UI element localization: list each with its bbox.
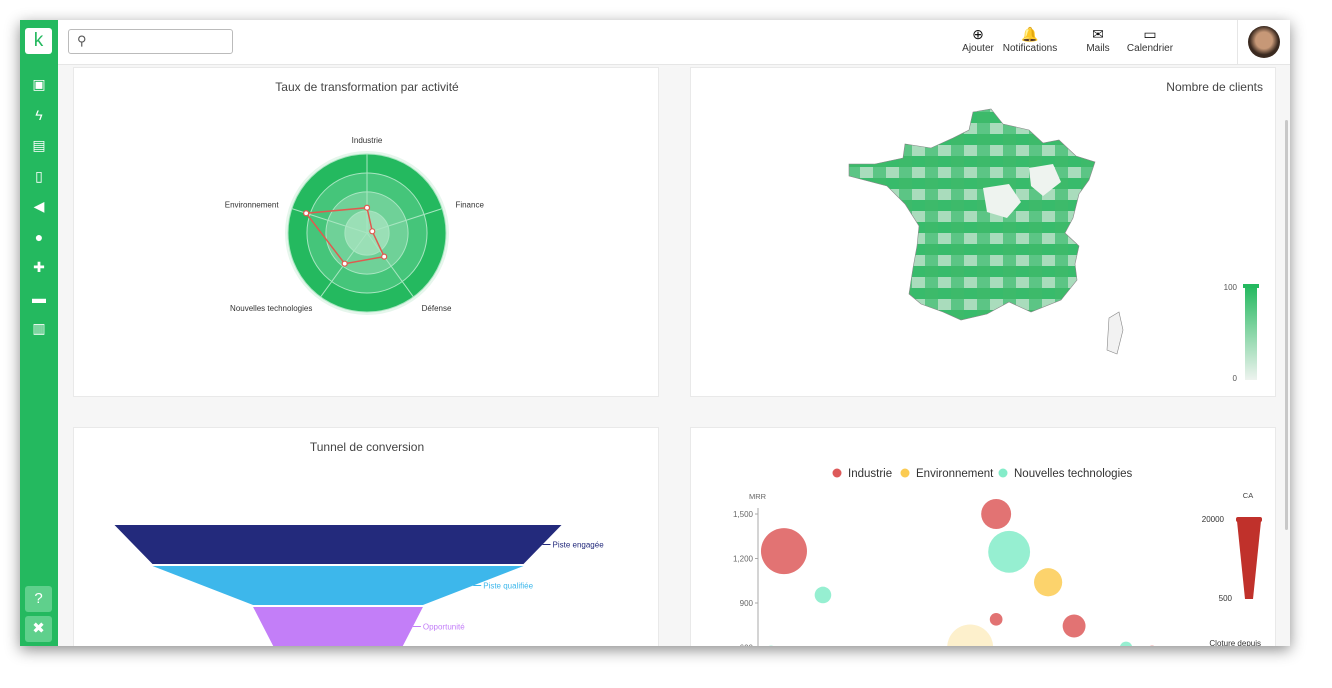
funnel-segment[interactable] [253,607,423,646]
action-label: Calendrier [1126,43,1174,54]
action-label: Ajouter [962,43,994,54]
y-tick-label: 900 [740,599,754,608]
size-legend-title: CA [1243,491,1253,500]
legend-marker[interactable] [998,468,1008,478]
app-logo[interactable]: k [25,28,52,54]
y-axis-title: MRR [749,492,767,501]
size-legend-bar[interactable] [1237,521,1261,599]
map-legend-max: 100 [1224,283,1238,292]
bubble-point[interactable] [1119,641,1133,646]
radar-title: Taux de transformation par activité [275,80,459,94]
radar-card: Taux de transformation par activité Indu… [73,67,659,397]
bubble-point[interactable] [981,499,1012,529]
bell-icon: 🔔 [1021,26,1039,42]
search-input[interactable]: ⚲ [68,29,233,54]
bubble-point[interactable] [814,586,832,604]
puzzle-icon[interactable]: ✚ [33,259,45,275]
radar-point[interactable] [369,228,376,235]
stats-icon[interactable]: ▥ [32,320,46,336]
plus-circle-icon: ⊕ [972,26,984,42]
x-axis-title: Cloture depuis [1209,639,1261,646]
top-bar: ⚲ ⊕ Ajouter 🔔 Notifications ✉ Mails ▭ Calendrie… [58,20,1290,65]
bubble-point[interactable] [989,612,1003,626]
briefcase-icon[interactable]: ▬ [32,289,46,306]
bubble-point[interactable] [1034,568,1063,597]
y-tick-label: 600 [740,644,754,647]
france-map: 100 0 [848,108,1259,383]
map-corsica[interactable] [1106,311,1124,355]
legend-label[interactable]: Nouvelles technologies [1014,468,1133,480]
avatar[interactable] [1248,26,1280,58]
bubble-point[interactable] [947,624,994,647]
legend-label[interactable]: Industrie [848,468,892,480]
bubble-chart: Industrie Environnement Nouvelles technolo… [733,468,1262,647]
lightning-icon[interactable]: ϟ [35,106,43,123]
map-title: Nombre de clients [1166,80,1263,94]
map-region[interactable] [1029,164,1061,196]
calendrier-button[interactable]: ▭ Calendrier [1115,26,1185,54]
bubble-card: Industrie Environnement Nouvelles technolo… [690,427,1276,646]
map-legend-handle[interactable] [1243,284,1259,288]
size-legend-min: 500 [1219,594,1233,603]
mails-button[interactable]: ✉ Mails [1063,26,1133,54]
radar-series-line [304,206,386,265]
radar-point[interactable] [341,260,348,267]
radar-indicator-label: Environnement [225,200,280,209]
contacts-icon[interactable]: ▣ [32,76,46,92]
calendar-icon: ▭ [1143,26,1157,42]
action-label: Notifications [1002,43,1058,54]
map-card: Nombre de clients 100 0 [690,67,1276,397]
map-region[interactable] [983,184,1021,218]
funnel-card: Tunnel de conversion Piste engagée Piste … [73,427,659,646]
bubble-point[interactable] [1062,614,1086,638]
app-window: k ▣ ϟ ▤ ▯ ◀ ● ✚ ▬ ▥? ✖ ⚲ ⊕ Ajouter 🔔 Notifications ✉ M… [20,20,1290,646]
radar-indicator-label: Nouvelles technologies [230,304,312,313]
radar-chart: Industrie Finance Défense Nouvelles technol… [225,136,484,315]
notifications-button[interactable]: 🔔 Notifications [995,26,1065,54]
search-icon: ⚲ [77,33,87,48]
help-icon[interactable]: ? [25,586,52,612]
funnel-label: Piste engagée [553,541,605,550]
mail-icon: ✉ [1092,26,1104,42]
funnel-segment[interactable] [114,525,562,564]
funnel-label: Opportunité [423,623,465,632]
invoice-icon[interactable]: ▯ [35,167,43,184]
y-tick-label: 1,200 [733,555,754,564]
radar-indicator-label: Industrie [352,136,383,145]
radar-axis [366,232,414,298]
map-mainland[interactable] [848,108,1096,321]
funnel-label: Piste qualifiée [483,582,533,591]
support-icon[interactable]: ● [34,228,44,245]
sidebar: k ▣ ϟ ▤ ▯ ◀ ● ✚ ▬ ▥? ✖ [20,20,58,646]
radar-point[interactable] [363,204,371,211]
funnel-title: Tunnel de conversion [309,440,425,454]
map-legend-min: 0 [1233,374,1238,383]
ajouter-button[interactable]: ⊕ Ajouter [943,26,1013,54]
money-icon[interactable]: ▤ [32,137,46,153]
radar-point[interactable] [303,210,310,217]
legend-marker[interactable] [900,468,910,478]
funnel-segment[interactable] [152,566,524,605]
bubble-point[interactable] [760,528,807,575]
legend-marker[interactable] [832,468,842,478]
tools-icon[interactable]: ✖ [25,616,52,642]
radar-axis [366,208,443,234]
action-label: Mails [1086,43,1110,54]
divider [1237,20,1238,65]
legend-label[interactable]: Environnement [916,468,994,480]
megaphone-icon[interactable]: ◀ [33,198,45,214]
radar-indicator-label: Défense [422,304,452,313]
size-legend-max: 20000 [1202,515,1225,524]
map-legend-bar[interactable] [1245,286,1257,380]
scrollbar[interactable] [1285,120,1288,530]
radar-indicator-label: Finance [455,200,484,209]
bubble-point[interactable] [988,530,1031,573]
y-tick-label: 1,500 [733,510,754,519]
size-legend-handle[interactable] [1236,517,1262,522]
radar-point[interactable] [381,253,388,260]
